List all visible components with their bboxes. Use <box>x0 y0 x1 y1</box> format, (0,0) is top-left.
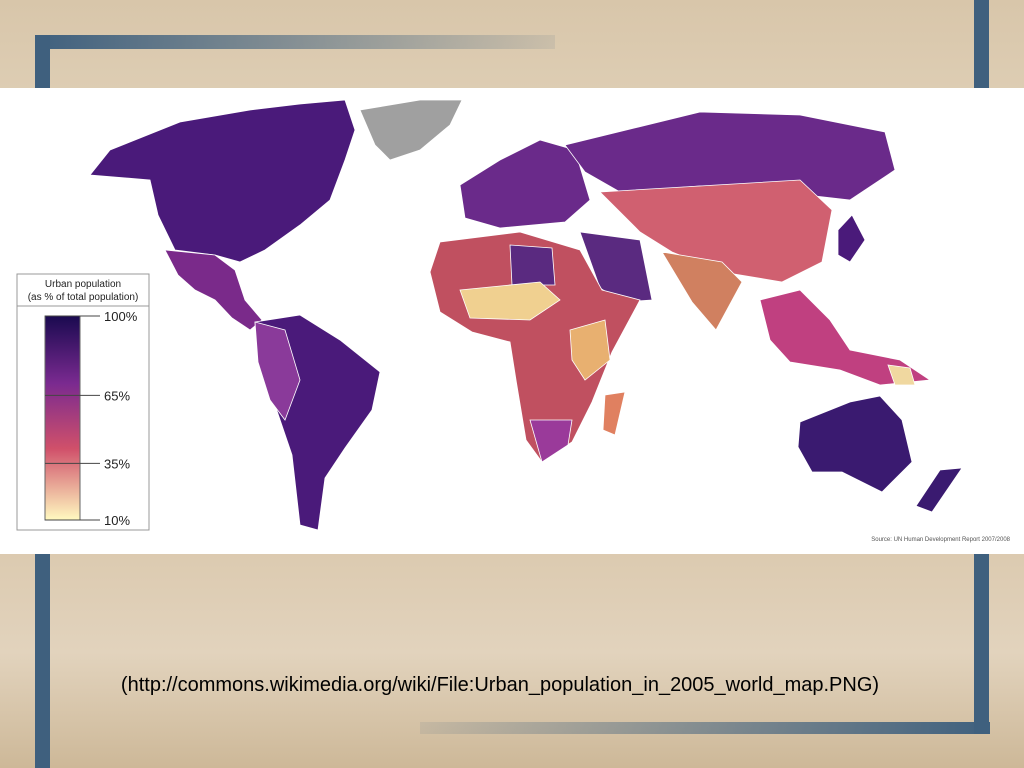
caption: (http://commons.wikimedia.org/wiki/File:… <box>120 674 880 696</box>
world-map: Urban population (as % of total populati… <box>0 88 1024 554</box>
frame-bar <box>974 554 989 734</box>
legend-tick-label: 10% <box>104 513 130 528</box>
legend-ramp <box>44 315 81 521</box>
legend-tick-label: 100% <box>104 309 138 324</box>
legend: Urban population (as % of total populati… <box>16 273 150 531</box>
legend-box <box>16 273 150 531</box>
frame-bar <box>974 0 989 88</box>
frame-bar <box>420 722 990 734</box>
legend-tick-label: 65% <box>104 388 130 403</box>
source-note: Source: UN Human Development Report 2007… <box>871 537 1010 543</box>
legend-tick-label: 35% <box>104 456 130 471</box>
legend-ticks: 100% 65% 35% 10% <box>45 309 138 528</box>
countries <box>89 99 963 531</box>
frame-bar <box>35 35 555 49</box>
legend-title: (as % of total population) <box>28 292 139 303</box>
legend-title: Urban population <box>45 279 121 290</box>
